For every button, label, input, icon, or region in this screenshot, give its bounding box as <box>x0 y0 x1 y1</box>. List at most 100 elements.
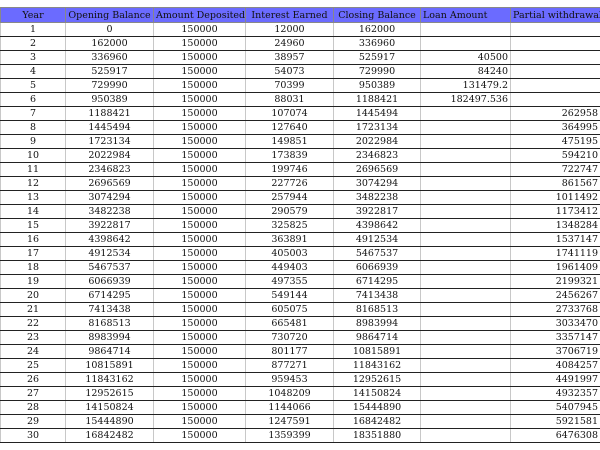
cell-year[interactable]: 11 <box>0 162 66 177</box>
cell-year[interactable]: 22 <box>0 316 66 331</box>
cell-year[interactable]: 10 <box>0 148 66 163</box>
cell-closing-balance[interactable]: 7413438 <box>333 288 421 303</box>
cell-year[interactable]: 13 <box>0 190 66 205</box>
cell-loan-amount[interactable] <box>420 134 511 149</box>
cell-amount-deposited[interactable]: 150000 <box>153 176 246 191</box>
cell-year[interactable]: 12 <box>0 176 66 191</box>
cell-loan-amount[interactable] <box>420 36 511 51</box>
header-partial-withdrawal[interactable]: Partial withdrawal <box>510 7 600 23</box>
cell-partial-withdrawal[interactable]: 1961409 <box>510 260 600 275</box>
cell-year[interactable]: 15 <box>0 218 66 233</box>
cell-partial-withdrawal[interactable]: 3706719 <box>510 344 600 359</box>
cell-closing-balance[interactable]: 5467537 <box>333 246 421 261</box>
cell-loan-amount[interactable] <box>420 344 511 359</box>
cell-loan-amount[interactable]: 40500 <box>420 50 511 65</box>
cell-amount-deposited[interactable]: 150000 <box>153 274 246 289</box>
cell-interest-earned[interactable]: 107074 <box>245 106 334 121</box>
cell-loan-amount[interactable] <box>420 106 511 121</box>
cell-loan-amount[interactable] <box>420 358 511 373</box>
cell-partial-withdrawal[interactable]: 2733768 <box>510 302 600 317</box>
header-amount-deposited[interactable]: Amount Deposited <box>153 7 246 23</box>
cell-amount-deposited[interactable]: 150000 <box>153 232 246 247</box>
cell-loan-amount[interactable]: 131479.2 <box>420 78 511 93</box>
cell-loan-amount[interactable] <box>420 260 511 275</box>
cell-closing-balance[interactable]: 16842482 <box>333 414 421 429</box>
cell-opening-balance[interactable]: 11843162 <box>65 372 154 387</box>
cell-partial-withdrawal[interactable]: 364995 <box>510 120 600 135</box>
cell-interest-earned[interactable]: 801177 <box>245 344 334 359</box>
cell-partial-withdrawal[interactable]: 594210 <box>510 148 600 163</box>
cell-opening-balance[interactable]: 16842482 <box>65 428 154 443</box>
header-year[interactable]: Year <box>0 7 66 23</box>
cell-loan-amount[interactable] <box>420 176 511 191</box>
cell-closing-balance[interactable]: 3482238 <box>333 190 421 205</box>
cell-opening-balance[interactable]: 6714295 <box>65 288 154 303</box>
cell-partial-withdrawal[interactable]: 475195 <box>510 134 600 149</box>
cell-loan-amount[interactable] <box>420 190 511 205</box>
cell-opening-balance[interactable]: 4398642 <box>65 232 154 247</box>
cell-opening-balance[interactable]: 2696569 <box>65 176 154 191</box>
cell-year[interactable]: 23 <box>0 330 66 345</box>
cell-amount-deposited[interactable]: 150000 <box>153 50 246 65</box>
cell-loan-amount[interactable] <box>420 120 511 135</box>
cell-opening-balance[interactable]: 336960 <box>65 50 154 65</box>
cell-amount-deposited[interactable]: 150000 <box>153 386 246 401</box>
cell-partial-withdrawal[interactable]: 262958 <box>510 106 600 121</box>
header-loan-amount[interactable]: Loan Amount <box>420 7 511 23</box>
cell-partial-withdrawal[interactable]: 5407945 <box>510 400 600 415</box>
cell-partial-withdrawal[interactable]: 4084257 <box>510 358 600 373</box>
cell-partial-withdrawal[interactable]: 4932357 <box>510 386 600 401</box>
cell-closing-balance[interactable]: 1188421 <box>333 92 421 107</box>
cell-amount-deposited[interactable]: 150000 <box>153 36 246 51</box>
cell-year[interactable]: 5 <box>0 78 66 93</box>
cell-year[interactable]: 27 <box>0 386 66 401</box>
cell-opening-balance[interactable]: 12952615 <box>65 386 154 401</box>
cell-year[interactable]: 3 <box>0 50 66 65</box>
cell-partial-withdrawal[interactable]: 861567 <box>510 176 600 191</box>
cell-closing-balance[interactable]: 729990 <box>333 64 421 79</box>
cell-closing-balance[interactable]: 8168513 <box>333 302 421 317</box>
cell-year[interactable]: 6 <box>0 92 66 107</box>
cell-amount-deposited[interactable]: 150000 <box>153 120 246 135</box>
cell-partial-withdrawal[interactable]: 5921581 <box>510 414 600 429</box>
cell-interest-earned[interactable]: 88031 <box>245 92 334 107</box>
cell-loan-amount[interactable] <box>420 22 511 37</box>
cell-opening-balance[interactable]: 162000 <box>65 36 154 51</box>
cell-amount-deposited[interactable]: 150000 <box>153 302 246 317</box>
cell-loan-amount[interactable] <box>420 204 511 219</box>
cell-opening-balance[interactable]: 9864714 <box>65 344 154 359</box>
cell-year[interactable]: 17 <box>0 246 66 261</box>
cell-amount-deposited[interactable]: 150000 <box>153 414 246 429</box>
cell-amount-deposited[interactable]: 150000 <box>153 134 246 149</box>
cell-closing-balance[interactable]: 8983994 <box>333 316 421 331</box>
cell-amount-deposited[interactable]: 150000 <box>153 246 246 261</box>
cell-year[interactable]: 1 <box>0 22 66 37</box>
cell-closing-balance[interactable]: 14150824 <box>333 386 421 401</box>
cell-loan-amount[interactable] <box>420 330 511 345</box>
cell-interest-earned[interactable]: 290579 <box>245 204 334 219</box>
cell-loan-amount[interactable] <box>420 400 511 415</box>
cell-amount-deposited[interactable]: 150000 <box>153 372 246 387</box>
cell-interest-earned[interactable]: 325825 <box>245 218 334 233</box>
cell-year[interactable]: 7 <box>0 106 66 121</box>
cell-partial-withdrawal[interactable] <box>510 50 600 65</box>
cell-amount-deposited[interactable]: 150000 <box>153 288 246 303</box>
cell-interest-earned[interactable]: 127640 <box>245 120 334 135</box>
cell-interest-earned[interactable]: 149851 <box>245 134 334 149</box>
cell-opening-balance[interactable]: 1445494 <box>65 120 154 135</box>
cell-closing-balance[interactable]: 2022984 <box>333 134 421 149</box>
cell-year[interactable]: 25 <box>0 358 66 373</box>
cell-interest-earned[interactable]: 173839 <box>245 148 334 163</box>
cell-interest-earned[interactable]: 730720 <box>245 330 334 345</box>
cell-partial-withdrawal[interactable]: 3357147 <box>510 330 600 345</box>
cell-opening-balance[interactable]: 8983994 <box>65 330 154 345</box>
cell-closing-balance[interactable]: 10815891 <box>333 344 421 359</box>
cell-opening-balance[interactable]: 525917 <box>65 64 154 79</box>
cell-amount-deposited[interactable]: 150000 <box>153 358 246 373</box>
cell-closing-balance[interactable]: 4912534 <box>333 232 421 247</box>
cell-year[interactable]: 28 <box>0 400 66 415</box>
cell-interest-earned[interactable]: 54073 <box>245 64 334 79</box>
cell-opening-balance[interactable]: 2346823 <box>65 162 154 177</box>
cell-interest-earned[interactable]: 405003 <box>245 246 334 261</box>
cell-closing-balance[interactable]: 2346823 <box>333 148 421 163</box>
